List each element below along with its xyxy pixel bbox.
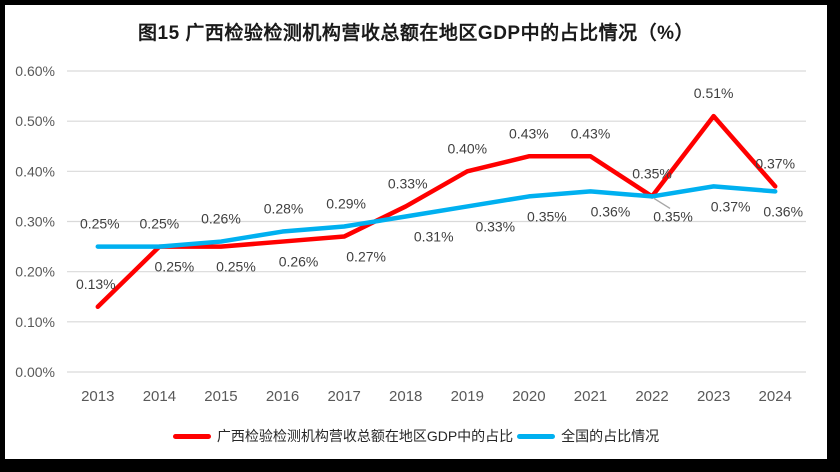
data-label-series-0: 0.51% (694, 85, 734, 101)
x-tick-label: 2017 (327, 388, 360, 405)
label-leader-line (653, 197, 671, 210)
chart-background: 图15 广西检验检测机构营收总额在地区GDP中的占比情况（%） 0.00% 0.1… (5, 5, 827, 459)
x-tick-label: 2024 (759, 388, 792, 405)
x-tick-label: 2023 (697, 388, 730, 405)
x-tick-label: 2013 (81, 388, 114, 405)
data-label-series-1: 0.36% (763, 203, 803, 219)
data-label-series-0: 0.13% (76, 276, 116, 292)
series-line-1 (95, 184, 778, 249)
legend: 广西检验检测机构营收总额在地区GDP中的占比 全国的占比情况 (5, 423, 827, 449)
data-label-series-0: 0.35% (632, 165, 672, 181)
data-label-series-1: 0.25% (140, 216, 180, 232)
x-tick-label: 2021 (574, 388, 607, 405)
legend-swatch-blue-line (517, 433, 556, 439)
y-tick-label: 0.30% (15, 214, 55, 230)
y-tick-label: 0.50% (15, 113, 55, 129)
data-label-series-1: 0.29% (326, 196, 366, 212)
y-tick-label: 0.10% (15, 314, 55, 330)
data-label-series-0: 0.43% (571, 125, 611, 141)
x-tick-label: 2016 (266, 388, 299, 405)
data-label-series-0: 0.33% (388, 175, 428, 191)
x-tick-label: 2019 (451, 388, 484, 405)
y-tick-label: 0.00% (15, 364, 55, 380)
data-label-series-0: 0.25% (155, 259, 195, 275)
data-label-series-1: 0.26% (201, 211, 241, 227)
data-label-series-1: 0.36% (591, 203, 631, 219)
line-plot: 0.00% 0.10% 0.20% 0.30% 0.40% 0.50% 0.60% 2013 2… (15, 63, 806, 405)
data-label-series-0: 0.43% (509, 125, 549, 141)
data-label-series-1: 0.35% (653, 208, 693, 224)
data-label-series-1: 0.33% (475, 218, 515, 234)
legend-item-guangxi: 广西检验检测机构营收总额在地区GDP中的占比 (172, 426, 514, 446)
legend-item-national: 全国的占比情况 (517, 426, 659, 446)
x-tick-label: 2020 (512, 388, 545, 405)
legend-label-national: 全国的占比情况 (561, 428, 660, 444)
data-label-series-1: 0.35% (527, 208, 567, 224)
series-line-0 (95, 113, 778, 310)
y-tick-label: 0.20% (15, 264, 55, 280)
data-label-series-1: 0.31% (414, 228, 454, 244)
data-label-series-0: 0.40% (447, 140, 487, 156)
legend-swatch-red-line (172, 433, 211, 439)
chart-title: 图15 广西检验检测机构营收总额在地区GDP中的占比情况（%） (138, 23, 694, 44)
x-tick-label: 2014 (143, 388, 176, 405)
data-label-series-0: 0.25% (216, 259, 256, 275)
legend-label-guangxi: 广西检验检测机构营收总额在地区GDP中的占比 (216, 428, 514, 444)
data-label-series-0: 0.27% (346, 249, 386, 265)
y-tick-label: 0.60% (15, 63, 55, 79)
data-label-series-0: 0.37% (755, 155, 795, 171)
data-label-series-1: 0.28% (264, 201, 304, 217)
x-tick-label: 2018 (389, 388, 422, 405)
x-tick-label: 2022 (635, 388, 668, 405)
data-label-series-0: 0.26% (279, 254, 319, 270)
data-label-series-1: 0.25% (80, 216, 120, 232)
x-tick-label: 2015 (204, 388, 237, 405)
y-tick-label: 0.40% (15, 163, 55, 179)
data-label-series-1: 0.37% (711, 198, 751, 214)
